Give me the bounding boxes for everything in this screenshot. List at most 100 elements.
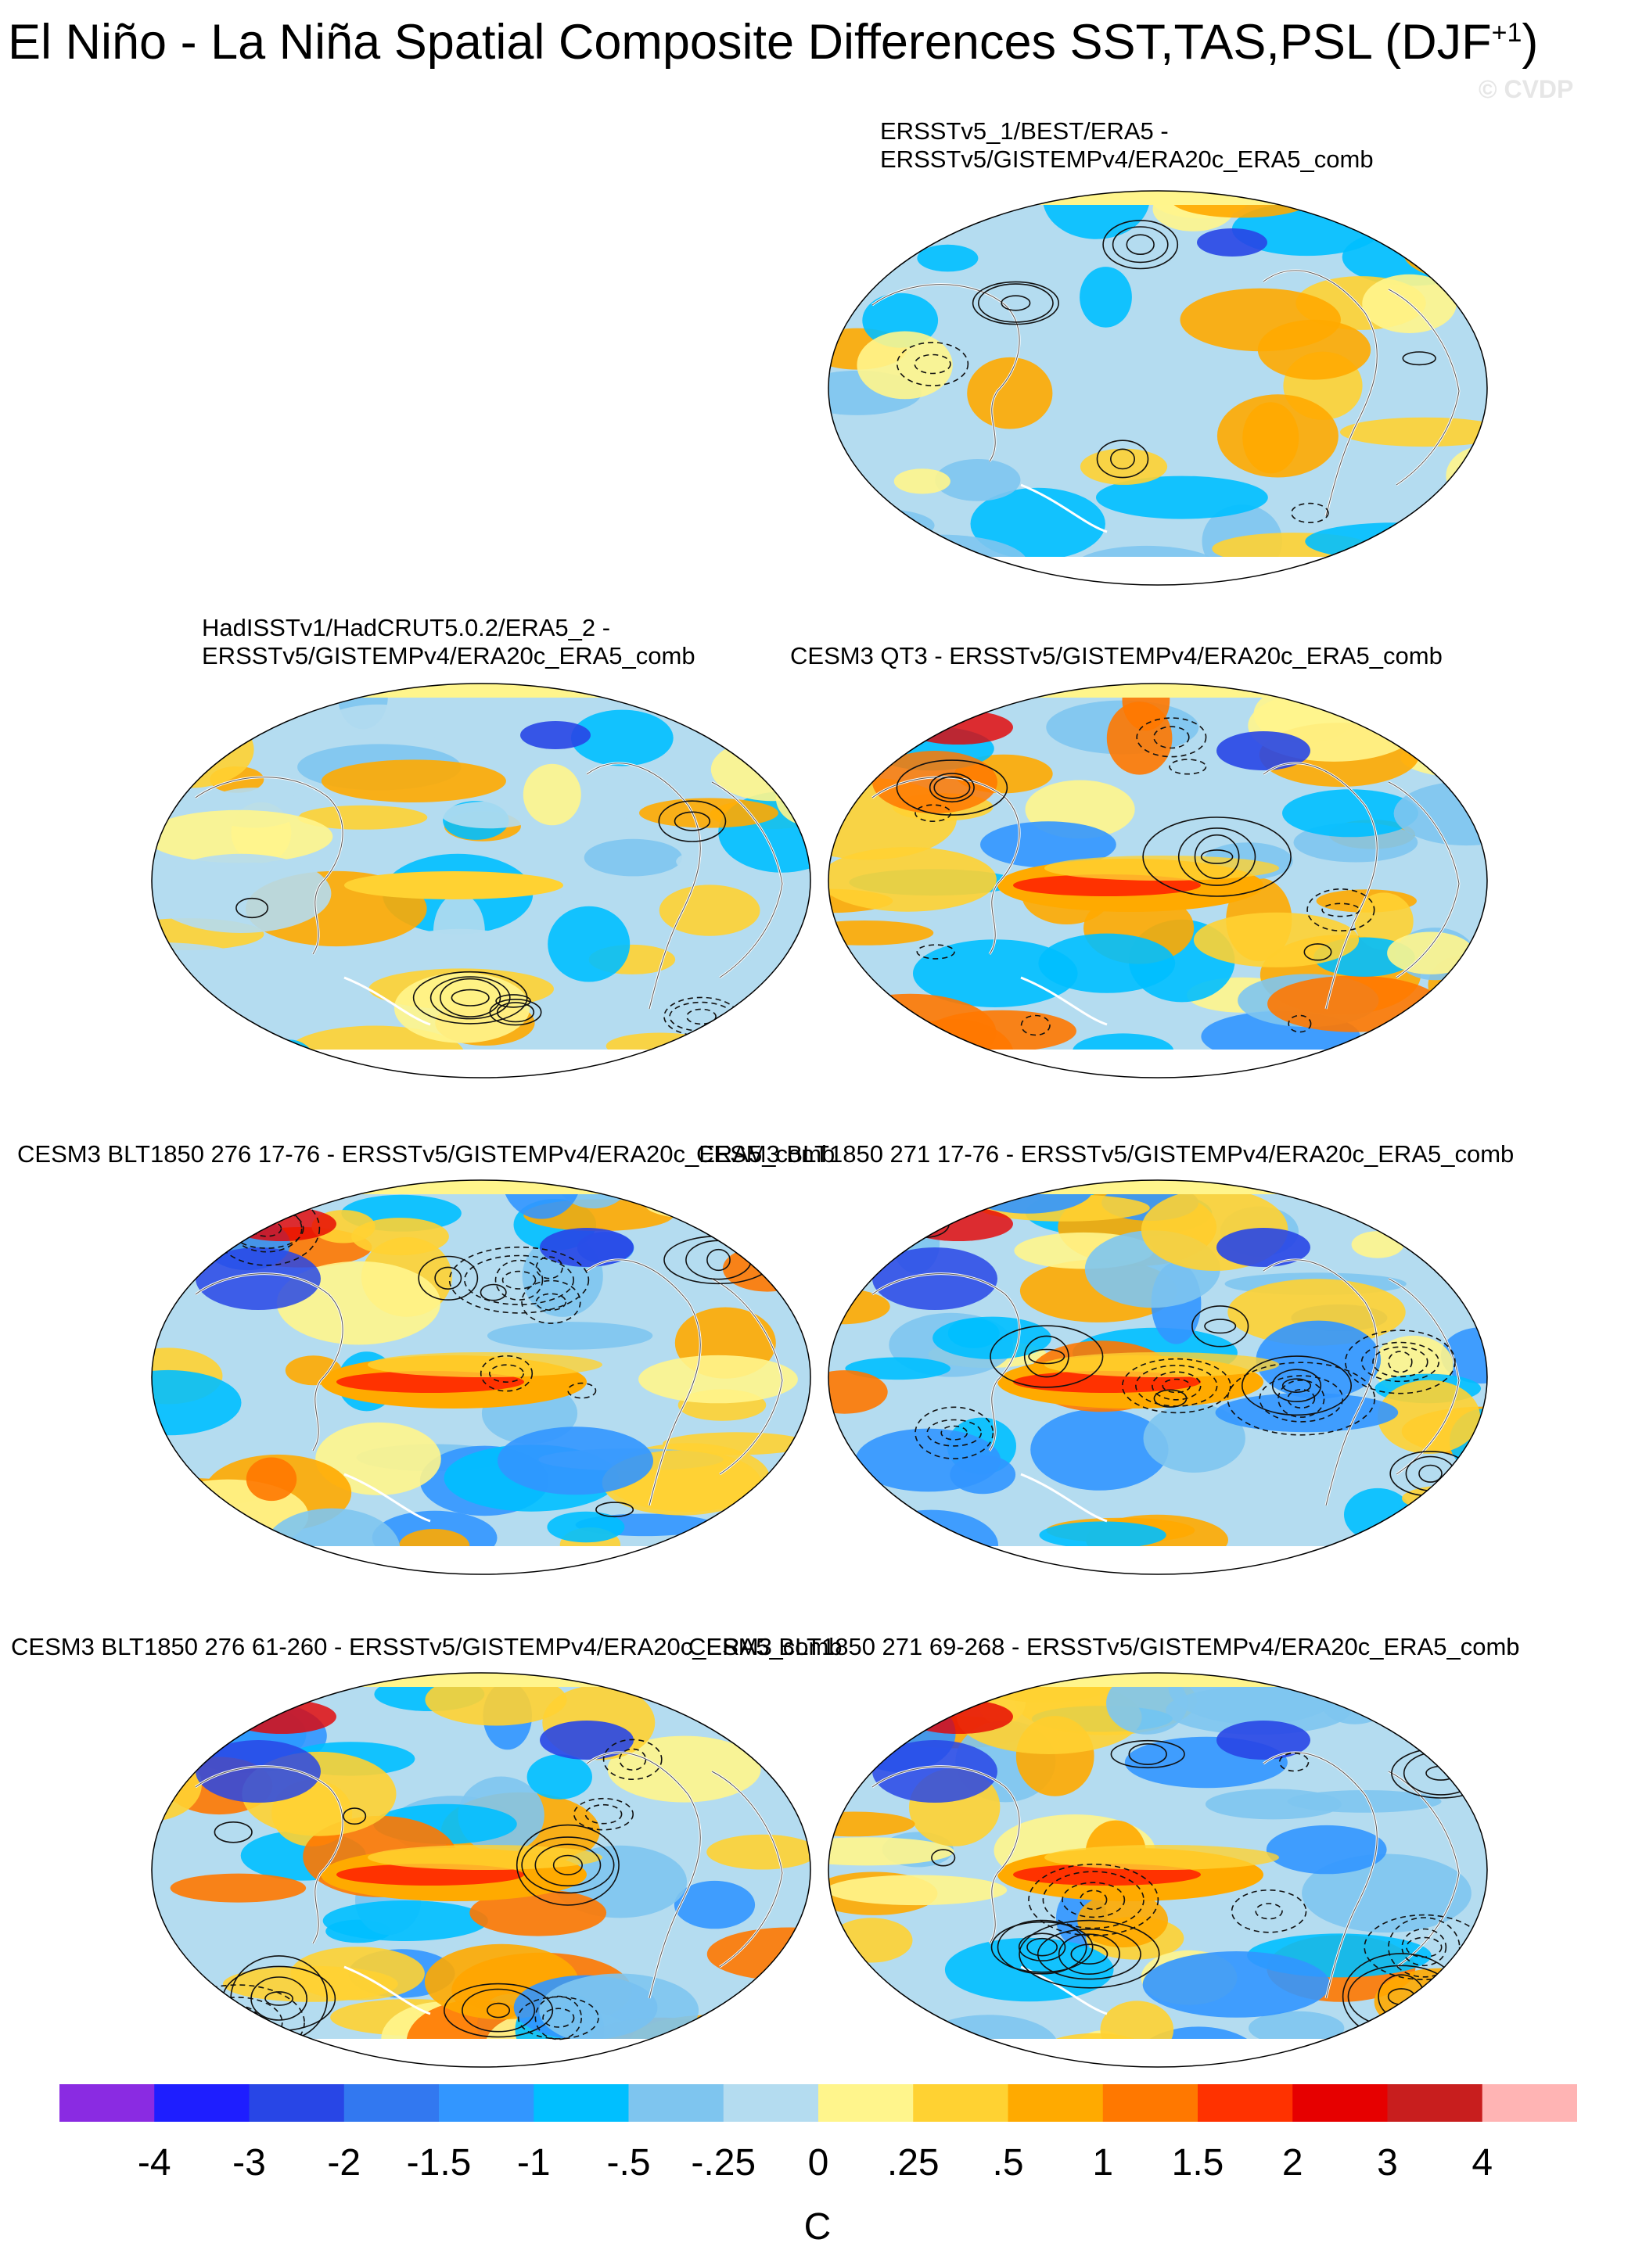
- psl-contour: [1241, 1355, 1352, 1416]
- psl-contour: [1191, 1305, 1249, 1348]
- psl-contour: [1177, 827, 1256, 886]
- psl-contour: [1169, 759, 1207, 775]
- psl-contour: [542, 2008, 575, 2028]
- colorbar-tick-label: 2: [1281, 2142, 1303, 2184]
- panel-title: HadISSTv1/HadCRUT5.0.2/ERA5_2 - ERSSTv5/G…: [202, 614, 695, 670]
- psl-contour: [1360, 1341, 1440, 1383]
- psl-contour: [488, 1364, 524, 1383]
- map-border: [828, 1672, 1488, 2068]
- psl-contour: [1058, 1933, 1120, 1976]
- psl-contour: [1128, 1743, 1167, 1766]
- psl-contour: [1271, 1369, 1322, 1403]
- psl-contour: [451, 989, 490, 1007]
- psl-contour: [1200, 849, 1234, 864]
- psl-contour: [480, 1283, 507, 1301]
- psl-contour: [1001, 295, 1031, 311]
- psl-contour: [1135, 1365, 1218, 1407]
- psl-contour: [462, 1988, 536, 2033]
- colorbar-swatch: [249, 2084, 345, 2122]
- colorbar-tick-label: 1: [1092, 2142, 1114, 2184]
- colorbar-tick-label: -1.5: [406, 2142, 472, 2184]
- psl-contour: [1028, 1863, 1159, 1936]
- psl-contour: [516, 1824, 620, 1906]
- colorbar-tick-label: 1.5: [1171, 2142, 1224, 2184]
- psl-contour: [1402, 351, 1436, 366]
- psl-contour: [463, 1254, 574, 1305]
- psl-contour: [1110, 1739, 1185, 1769]
- colorbar-tick-label: -3: [232, 2142, 266, 2184]
- psl-contour: [686, 1008, 717, 1025]
- colorbar-tick-label: 4: [1472, 2142, 1493, 2184]
- colorbar-swatch: [1292, 2084, 1388, 2122]
- map-border: [828, 1179, 1488, 1575]
- psl-contour: [567, 1382, 597, 1399]
- psl-contour: [180, 1734, 211, 1754]
- field-layer: [828, 684, 1487, 1078]
- psl-contour: [429, 976, 511, 1020]
- watermark: © CVDP: [1479, 75, 1574, 103]
- colorbar-tick-label: 3: [1377, 2142, 1398, 2184]
- robinson-map: [828, 1672, 1488, 2068]
- psl-contour: [929, 773, 975, 803]
- psl-contour: [521, 1279, 581, 1324]
- psl-contour: [552, 1854, 584, 1875]
- psl-contour: [977, 283, 1054, 323]
- field-layer: [152, 1180, 810, 1574]
- psl-contour: [170, 1984, 305, 2061]
- psl-contour: [915, 1406, 994, 1459]
- colorbar-swatch: [818, 2084, 914, 2122]
- psl-contour: [343, 1807, 367, 1825]
- psl-contour: [534, 1843, 602, 1887]
- robinson-map: [151, 683, 811, 1078]
- psl-contour: [1126, 234, 1155, 255]
- panel-title: CESM3 BLT1850 276 17-76 - ERSSTv5/GISTEM…: [17, 1140, 835, 1168]
- colorbar-swatch: [1102, 2084, 1198, 2122]
- psl-contour: [489, 999, 542, 1026]
- psl-contour: [1162, 1378, 1191, 1394]
- field-layer: [152, 684, 810, 1078]
- psl-contour: [1096, 440, 1149, 479]
- psl-contour: [535, 1293, 567, 1312]
- psl-contour: [1042, 1871, 1144, 1929]
- colorbar-swatch: [343, 2084, 440, 2122]
- psl-contour: [1204, 1319, 1237, 1334]
- colorbar-swatch: [534, 2084, 629, 2122]
- psl-contour: [1112, 226, 1169, 264]
- psl-contour: [1345, 1330, 1456, 1394]
- psl-contour: [1023, 1335, 1069, 1378]
- psl-contour: [931, 1849, 956, 1867]
- psl-contour: [1102, 220, 1179, 270]
- psl-contour: [1121, 1358, 1231, 1414]
- psl-contour: [602, 1739, 663, 1781]
- colorbar-swatch: [59, 2084, 155, 2122]
- panel-title: CESM3 BLT1850 271 17-76 - ERSSTv5/GISTEM…: [696, 1140, 1514, 1168]
- psl-contour: [214, 1821, 253, 1843]
- psl-contour: [1019, 1919, 1160, 1989]
- psl-contour: [1070, 1943, 1109, 1965]
- psl-contour: [440, 978, 501, 1017]
- robinson-map: [151, 1179, 811, 1575]
- panel-title-line1: HadISSTv1/HadCRUT5.0.2/ERA5_2 -: [202, 614, 611, 641]
- psl-contour: [933, 776, 971, 799]
- psl-contour: [1194, 834, 1240, 880]
- panel-title-line2: CESM3 BLT1850 276 17-76 - ERSSTv5/GISTEM…: [17, 1140, 835, 1168]
- field-layer: [828, 191, 1487, 585]
- psl-contour: [972, 281, 1059, 325]
- colorbar-tick-label: -2: [327, 2142, 361, 2184]
- psl-contour: [480, 1355, 534, 1392]
- robinson-map: [828, 683, 1488, 1078]
- psl-contour: [914, 1214, 937, 1234]
- psl-contour: [1152, 1371, 1202, 1401]
- psl-contour: [658, 800, 727, 842]
- psl-contour: [1227, 1362, 1376, 1436]
- psl-contour: [990, 1325, 1104, 1388]
- psl-contour: [494, 1259, 544, 1301]
- figure-title: El Niño - La Niña Spatial Composite Diff…: [8, 14, 1538, 70]
- psl-contour: [1288, 1014, 1312, 1033]
- psl-contour: [221, 2012, 254, 2033]
- panel-title-line2: ERSSTv5/GISTEMPv4/ERA20c_ERA5_comb: [202, 642, 695, 669]
- psl-contour: [674, 811, 711, 831]
- colorbar-tick-label: -.5: [606, 2142, 651, 2184]
- psl-contour: [1136, 717, 1207, 758]
- psl-contour: [521, 1836, 615, 1894]
